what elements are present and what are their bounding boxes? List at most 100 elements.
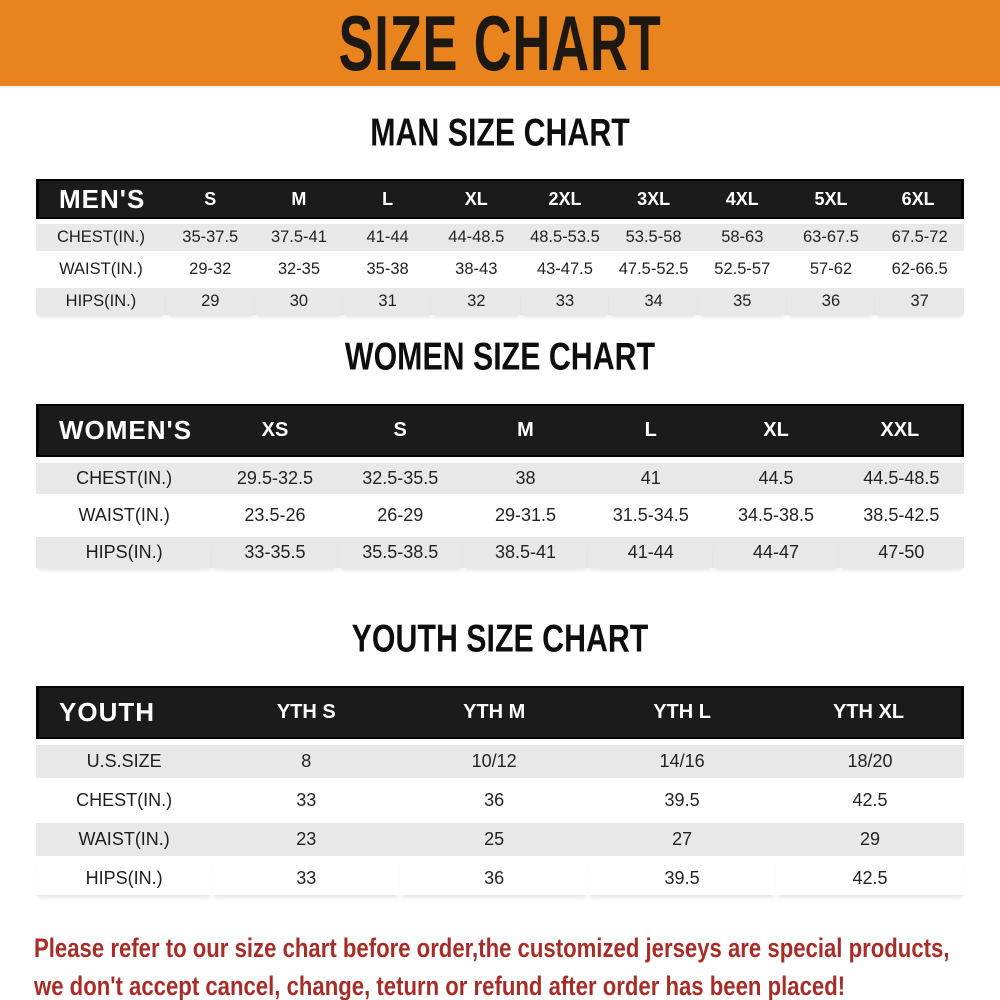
- table-cell: 32-35: [254, 256, 344, 283]
- table-cell: 25: [400, 823, 589, 856]
- column-header-cell: M: [254, 179, 344, 219]
- column-header-cell: XL: [713, 404, 839, 457]
- table-cell: 43-47.5: [520, 256, 610, 283]
- table-cell: 23: [212, 823, 401, 856]
- row-label-cell: WAIST(IN.): [36, 500, 213, 531]
- youth-ussize-row: U.S.SIZE 8 10/12 14/16 18/20: [36, 745, 964, 778]
- table-cell: 36: [400, 784, 589, 817]
- table-cell: 10/12: [400, 745, 589, 778]
- table-cell: 36: [786, 288, 876, 315]
- row-label-cell: WAIST(IN.): [36, 256, 166, 283]
- disclaimer-line-1: Please refer to our size chart before or…: [34, 933, 950, 963]
- table-cell: 33: [212, 784, 401, 817]
- table-cell: 34.5-38.5: [713, 500, 839, 531]
- table-cell: 33-35.5: [212, 537, 338, 568]
- row-label-cell: CHEST(IN.): [36, 463, 213, 494]
- table-cell: 67.5-72: [875, 224, 964, 251]
- column-header-cell: M: [462, 404, 589, 457]
- table-cell: 31: [343, 288, 432, 315]
- banner-title: SIZE CHART: [338, 0, 662, 87]
- table-cell: 35.5-38.5: [337, 537, 463, 568]
- table-cell: 41-44: [343, 224, 432, 251]
- men-size-table: MEN'S S M L XL 2XL 3XL 4XL 5XL 6XL CHEST…: [36, 174, 964, 320]
- table-cell: 37: [875, 288, 964, 315]
- men-header-row: MEN'S S M L XL 2XL 3XL 4XL 5XL 6XL: [36, 179, 964, 219]
- youth-waist-row: WAIST(IN.) 23 25 27 29: [36, 823, 964, 856]
- column-header-cell: YTH L: [588, 686, 777, 739]
- men-chest-row: CHEST(IN.) 35-37.5 37.5-41 41-44 44-48.5…: [36, 224, 964, 251]
- column-header-cell: XXL: [838, 404, 964, 457]
- table-cell: 37.5-41: [254, 224, 344, 251]
- table-cell: 57-62: [786, 256, 876, 283]
- women-chest-row: CHEST(IN.) 29.5-32.5 32.5-35.5 38 41 44.…: [36, 463, 964, 494]
- column-header-cell: YTH M: [400, 686, 589, 739]
- table-cell: 44.5: [713, 463, 839, 494]
- table-cell: 26-29: [337, 500, 463, 531]
- table-cell: 18/20: [776, 745, 964, 778]
- table-cell: 29: [776, 823, 964, 856]
- youth-size-table: YOUTH YTH S YTH M YTH L YTH XL U.S.SIZE …: [36, 680, 964, 901]
- table-cell: 14/16: [588, 745, 777, 778]
- table-cell: 8: [212, 745, 401, 778]
- column-header-cell: XL: [431, 179, 521, 219]
- column-header-cell: 2XL: [520, 179, 610, 219]
- table-cell: 38.5-42.5: [838, 500, 964, 531]
- table-cell: 30: [254, 288, 344, 315]
- youth-hips-row: HIPS(IN.) 33 36 39.5 42.5: [36, 862, 964, 895]
- table-cell: 32: [431, 288, 521, 315]
- men-corner-label: MEN'S: [36, 179, 166, 219]
- table-cell: 35-38: [343, 256, 432, 283]
- table-cell: 47.5-52.5: [609, 256, 698, 283]
- women-hips-row: HIPS(IN.) 33-35.5 35.5-38.5 38.5-41 41-4…: [36, 537, 964, 568]
- table-cell: 35-37.5: [165, 224, 255, 251]
- table-cell: 41-44: [588, 537, 714, 568]
- table-cell: 29.5-32.5: [212, 463, 338, 494]
- women-waist-row: WAIST(IN.) 23.5-26 26-29 29-31.5 31.5-34…: [36, 500, 964, 531]
- column-header-cell: L: [343, 179, 432, 219]
- table-cell: 42.5: [776, 862, 964, 895]
- men-waist-row: WAIST(IN.) 29-32 32-35 35-38 38-43 43-47…: [36, 256, 964, 283]
- column-header-cell: 6XL: [875, 179, 964, 219]
- table-cell: 39.5: [588, 784, 777, 817]
- youth-header-row: YOUTH YTH S YTH M YTH L YTH XL: [36, 686, 964, 739]
- table-cell: 34: [609, 288, 698, 315]
- youth-section-heading: YOUTH SIZE CHART: [351, 616, 649, 660]
- table-cell: 39.5: [588, 862, 777, 895]
- women-header-row: WOMEN'S XS S M L XL XXL: [36, 404, 964, 457]
- column-header-cell: S: [165, 179, 255, 219]
- table-cell: 47-50: [838, 537, 964, 568]
- column-header-cell: 4XL: [697, 179, 787, 219]
- men-section-heading: MAN SIZE CHART: [370, 110, 630, 154]
- disclaimer-line-2: we don't accept cancel, change, teturn o…: [34, 971, 846, 1000]
- table-cell: 38: [462, 463, 589, 494]
- table-cell: 44.5-48.5: [838, 463, 964, 494]
- column-header-cell: L: [588, 404, 714, 457]
- table-cell: 36: [400, 862, 589, 895]
- table-cell: 29-31.5: [462, 500, 589, 531]
- table-cell: 44-48.5: [431, 224, 521, 251]
- table-cell: 48.5-53.5: [520, 224, 610, 251]
- table-cell: 44-47: [713, 537, 839, 568]
- row-label-cell: U.S.SIZE: [36, 745, 213, 778]
- table-cell: 63-67.5: [786, 224, 876, 251]
- column-header-cell: YTH S: [212, 686, 401, 739]
- disclaimer-text: Please refer to our size chart before or…: [0, 929, 1000, 1000]
- table-cell: 29-32: [165, 256, 255, 283]
- table-cell: 35: [697, 288, 787, 315]
- table-cell: 31.5-34.5: [588, 500, 714, 531]
- table-cell: 33: [212, 862, 401, 895]
- column-header-cell: 5XL: [786, 179, 876, 219]
- table-cell: 32.5-35.5: [337, 463, 463, 494]
- row-label-cell: HIPS(IN.): [36, 862, 213, 895]
- row-label-cell: HIPS(IN.): [36, 537, 213, 568]
- column-header-cell: S: [337, 404, 463, 457]
- row-label-cell: WAIST(IN.): [36, 823, 213, 856]
- table-cell: 23.5-26: [212, 500, 338, 531]
- column-header-cell: YTH XL: [776, 686, 964, 739]
- size-chart-banner: SIZE CHART: [0, 0, 1000, 88]
- youth-corner-label: YOUTH: [36, 686, 213, 739]
- column-header-cell: XS: [212, 404, 338, 457]
- youth-chest-row: CHEST(IN.) 33 36 39.5 42.5: [36, 784, 964, 817]
- table-cell: 38-43: [431, 256, 521, 283]
- table-cell: 33: [520, 288, 610, 315]
